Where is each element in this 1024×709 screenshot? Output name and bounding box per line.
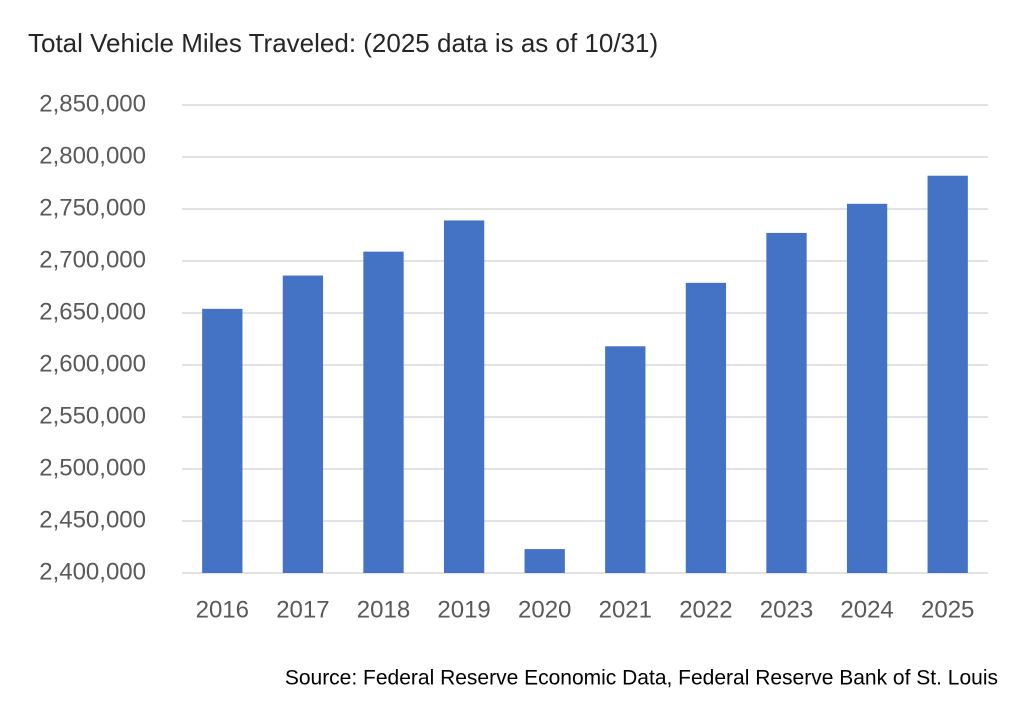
source-note: Source: Federal Reserve Economic Data, F…	[285, 667, 998, 690]
bar	[927, 175, 968, 573]
x-tick-label: 2016	[196, 596, 249, 623]
bar	[443, 220, 485, 573]
x-tick-label: 2019	[437, 596, 490, 623]
y-tick-label: 2,700,000	[39, 246, 146, 273]
y-tick-label: 2,650,000	[39, 298, 146, 325]
x-tick-label: 2023	[760, 596, 813, 623]
x-tick-label: 2018	[357, 596, 410, 623]
bar	[846, 203, 888, 574]
chart-title: Total Vehicle Miles Traveled: (2025 data…	[28, 28, 658, 58]
x-tick-label: 2024	[840, 596, 893, 623]
bar	[202, 308, 243, 573]
y-tick-label: 2,550,000	[39, 402, 146, 429]
bar	[685, 282, 727, 573]
x-tick-label: 2021	[599, 596, 652, 623]
y-tick-label: 2,800,000	[39, 142, 146, 169]
bar	[524, 549, 565, 573]
bar	[363, 251, 404, 573]
y-tick-label: 2,600,000	[39, 350, 146, 377]
y-tick-label: 2,750,000	[39, 194, 146, 221]
bar	[605, 346, 646, 573]
bar	[282, 275, 324, 573]
x-tick-label: 2022	[679, 596, 732, 623]
x-tick-label: 2017	[276, 596, 329, 623]
x-tick-label: 2025	[921, 596, 974, 623]
bar	[766, 232, 807, 574]
y-tick-label: 2,850,000	[39, 90, 146, 117]
x-tick-label: 2020	[518, 596, 571, 623]
y-tick-label: 2,450,000	[39, 506, 146, 533]
y-tick-label: 2,400,000	[39, 558, 146, 585]
y-tick-label: 2,500,000	[39, 454, 146, 481]
